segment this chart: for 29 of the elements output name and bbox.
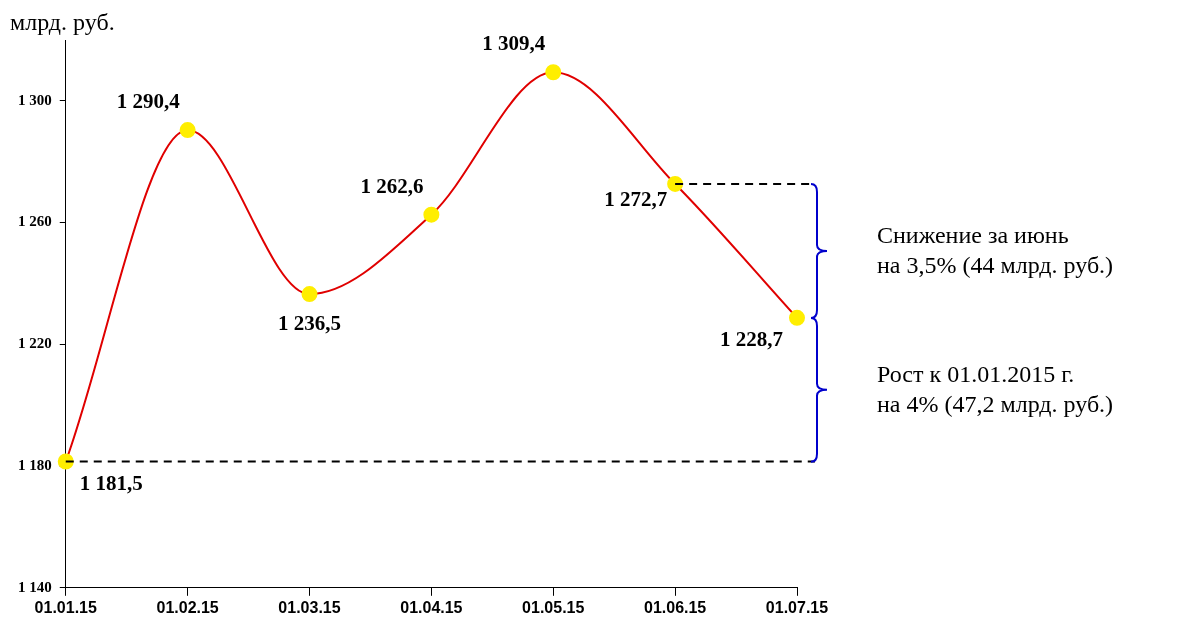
y-tick-label: 1 140 — [18, 578, 52, 595]
x-tick-label: 01.01.15 — [34, 598, 97, 616]
y-tick-label: 1 260 — [18, 213, 52, 230]
data-label: 1 262,6 — [360, 173, 424, 198]
point — [179, 122, 196, 139]
data-label: 1 309,4 — [482, 31, 546, 56]
y-tick-label: 1 220 — [18, 335, 52, 352]
text: Снижение за июнь на 3,5% (44 млрд. руб.) — [877, 222, 1114, 279]
data-label: 1 236,5 — [278, 311, 341, 336]
point — [57, 453, 74, 470]
point — [667, 175, 684, 192]
text: Рост к 01.01.2015 г. на 4% (47,2 млрд. руб.) — [877, 360, 1114, 417]
point — [545, 64, 562, 81]
data-label: 1 290,4 — [116, 89, 181, 114]
y-tick-label: 1 300 — [18, 91, 52, 108]
x-tick-label: 01.03.15 — [278, 598, 341, 616]
data-label: 1 228,7 — [720, 326, 783, 351]
x-tick-label: 01.07.15 — [765, 598, 829, 616]
x-tick-label: 01.06.15 — [643, 598, 707, 616]
y-tick-label: 1 180 — [18, 456, 52, 473]
point — [301, 286, 318, 303]
point — [789, 309, 805, 326]
point — [423, 206, 440, 223]
data-label: 1 272,7 — [604, 186, 668, 211]
x-tick-label: 01.05.15 — [522, 598, 585, 616]
data-label: 1 181,5 — [79, 470, 143, 495]
x-tick-label: 01.02.15 — [156, 598, 219, 616]
y-axis-title: млрд. руб. — [10, 9, 115, 36]
x-tick-label: 01.04.15 — [400, 598, 463, 616]
